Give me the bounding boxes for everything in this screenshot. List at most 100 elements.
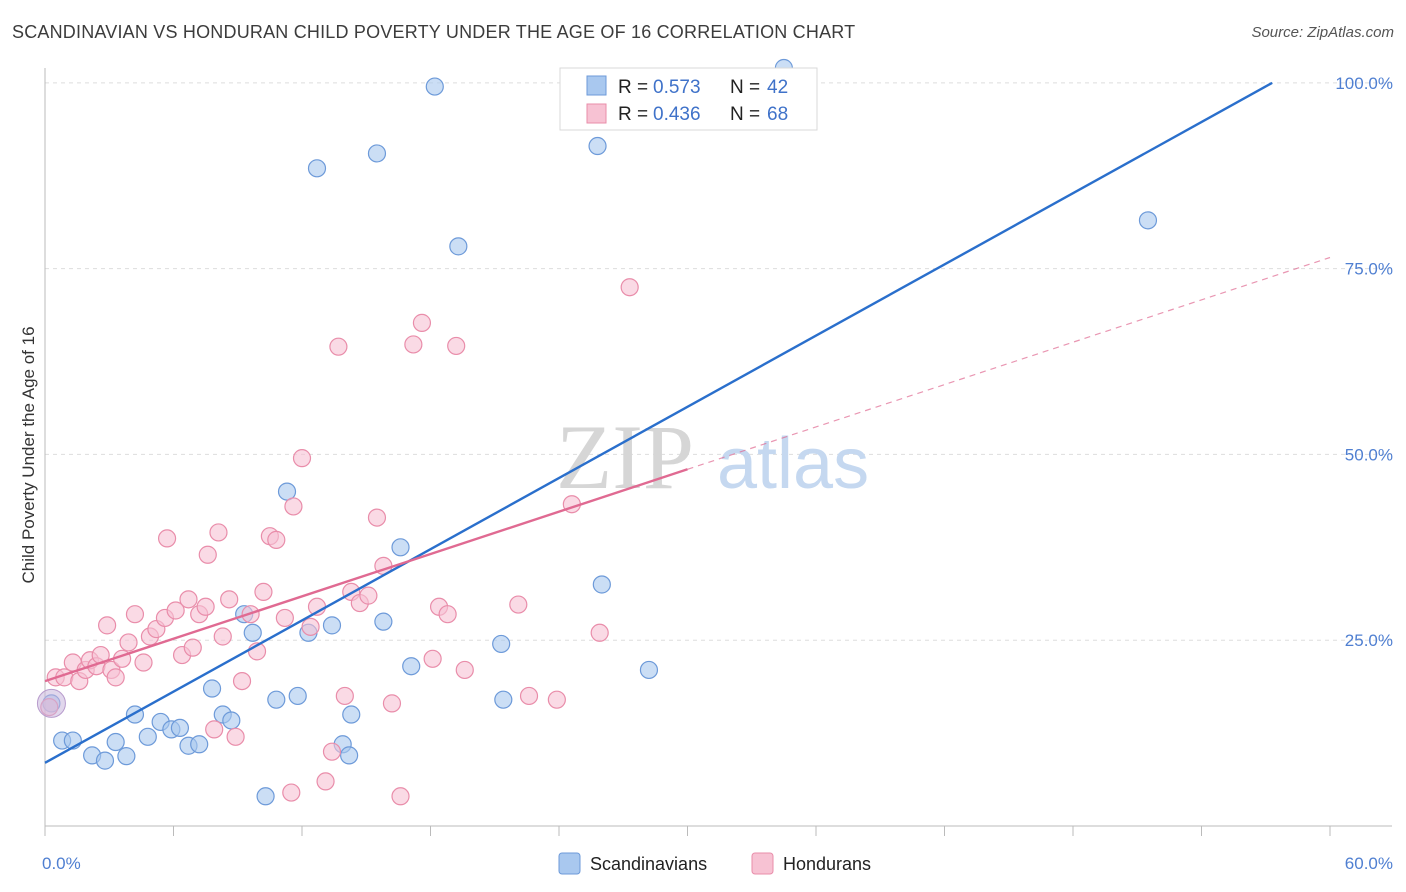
honduran-point-58	[438, 605, 457, 624]
bottom-legend-swatch-hondurans	[751, 852, 774, 875]
honduran-point-32	[232, 671, 252, 691]
honduran-point-52	[382, 694, 402, 713]
scandinavian-point-20	[267, 690, 286, 709]
scandinavian-point-14	[202, 679, 222, 698]
scandinavian-point-32	[402, 657, 421, 676]
scandinavian-point-34	[449, 237, 468, 256]
scandinavian-point-5	[106, 732, 125, 752]
scandinavian-point-6	[117, 747, 136, 766]
scandinavian-point-24	[307, 159, 327, 178]
honduran-point-19	[157, 529, 177, 548]
honduran-point-67	[282, 783, 301, 802]
honduran-point-30	[220, 590, 239, 609]
scandinavian-point-16	[222, 711, 241, 730]
honduran-point-41	[301, 617, 320, 636]
x-tick-label-1: 60.0%	[1345, 854, 1393, 873]
honduran-point-13	[119, 633, 138, 652]
y-tick-label-1: 50.0%	[1345, 445, 1393, 464]
honduran-point-11	[106, 668, 125, 687]
honduran-point-59	[447, 336, 466, 356]
honduran-point-61	[509, 595, 528, 614]
scandinavian-point-27	[342, 705, 361, 724]
legend-r-label-1: R =	[618, 77, 648, 98]
grid-lines	[45, 82, 1392, 641]
scandinavian-point-22	[288, 686, 307, 706]
honduran-point-37	[267, 530, 286, 549]
legend-r-value-1: 0.573	[653, 77, 701, 98]
honduran-point-49	[359, 586, 378, 605]
scandinavian-point-11	[170, 718, 190, 738]
source-label: Source: ZipAtlas.com	[1251, 24, 1394, 41]
honduran-point-35	[254, 582, 273, 602]
honduran-point-27	[205, 720, 224, 739]
scandinavian-point-40	[1138, 211, 1158, 230]
scandinavian-point-29	[367, 144, 387, 163]
honduran-trend-line	[44, 468, 688, 683]
bottom-legend: Scandinavians Hondurans	[558, 852, 871, 875]
honduran-point-50	[367, 508, 387, 527]
scandinavian-point-33	[425, 77, 444, 96]
data-points	[36, 58, 1158, 806]
legend-n-value-1: 42	[767, 77, 788, 98]
honduran-point-29	[213, 627, 232, 646]
legend-n-label-2: N =	[730, 104, 760, 125]
honduran-point-60	[455, 660, 474, 680]
honduran-trend-extension	[687, 256, 1331, 470]
honduran-point-55	[412, 313, 432, 332]
scandinavian-point-8	[138, 727, 157, 746]
honduran-point-23	[183, 638, 202, 657]
overlap-cluster-point	[36, 688, 66, 718]
scandinavian-point-28	[340, 746, 359, 765]
y-axis-label: Child Poverty Under the Age of 16	[19, 326, 38, 583]
scandinavian-point-31	[391, 538, 410, 557]
honduran-point-9	[98, 616, 117, 635]
honduran-point-31	[226, 727, 245, 746]
legend-r-label-2: R =	[618, 104, 648, 125]
honduran-point-38	[275, 608, 294, 628]
y-tick-label-2: 75.0%	[1345, 260, 1393, 279]
scandinavian-point-35	[492, 634, 511, 654]
chart-title: SCANDINAVIAN VS HONDURAN CHILD POVERTY U…	[12, 22, 856, 42]
honduran-point-53	[391, 787, 410, 806]
honduran-point-66	[547, 690, 566, 709]
honduran-point-14	[125, 605, 145, 624]
scandinavian-point-19	[256, 787, 275, 806]
legend-n-value-2: 68	[767, 104, 788, 125]
y-tick-label-0: 25.0%	[1345, 631, 1393, 650]
legend-r-value-2: 0.436	[653, 104, 701, 125]
bottom-legend-label-scandinavians: Scandinavians	[590, 854, 707, 874]
y-tick-label-3: 100.0%	[1335, 74, 1393, 93]
scandinavian-point-39	[639, 660, 659, 680]
scandinavian-point-13	[190, 735, 209, 754]
honduran-point-20	[166, 601, 185, 620]
honduran-point-56	[423, 649, 442, 668]
scandinavian-point-18	[243, 623, 262, 642]
x-tick-label-0: 0.0%	[42, 854, 81, 873]
scandinavian-point-4	[95, 751, 115, 770]
legend-n-label-1: N =	[730, 77, 760, 98]
scandinavian-point-37	[588, 136, 607, 156]
honduran-point-54	[404, 335, 423, 354]
trend-lines	[44, 81, 1331, 764]
honduran-point-15	[134, 653, 153, 672]
honduran-point-26	[198, 545, 217, 564]
watermark-atlas: atlas	[717, 424, 869, 504]
scandinavian-point-25	[322, 616, 342, 635]
honduran-point-62	[519, 686, 539, 706]
honduran-point-65	[620, 278, 639, 297]
honduran-point-39	[284, 497, 303, 516]
honduran-point-25	[196, 597, 215, 616]
scandinavian-trend-line	[44, 81, 1273, 764]
honduran-point-22	[179, 590, 198, 609]
legend-swatch-hondurans	[586, 103, 607, 124]
watermark: ZIP atlas	[556, 406, 869, 508]
honduran-point-46	[335, 686, 354, 706]
watermark-zip: ZIP	[556, 406, 694, 508]
scandinavian-point-30	[374, 612, 393, 631]
honduran-point-43	[316, 772, 335, 791]
honduran-point-64	[590, 623, 609, 642]
tick-labels: 25.0% 50.0% 75.0% 100.0% 0.0% 60.0%	[42, 74, 1393, 873]
bottom-legend-label-hondurans: Hondurans	[783, 854, 871, 874]
honduran-point-28	[209, 523, 228, 542]
